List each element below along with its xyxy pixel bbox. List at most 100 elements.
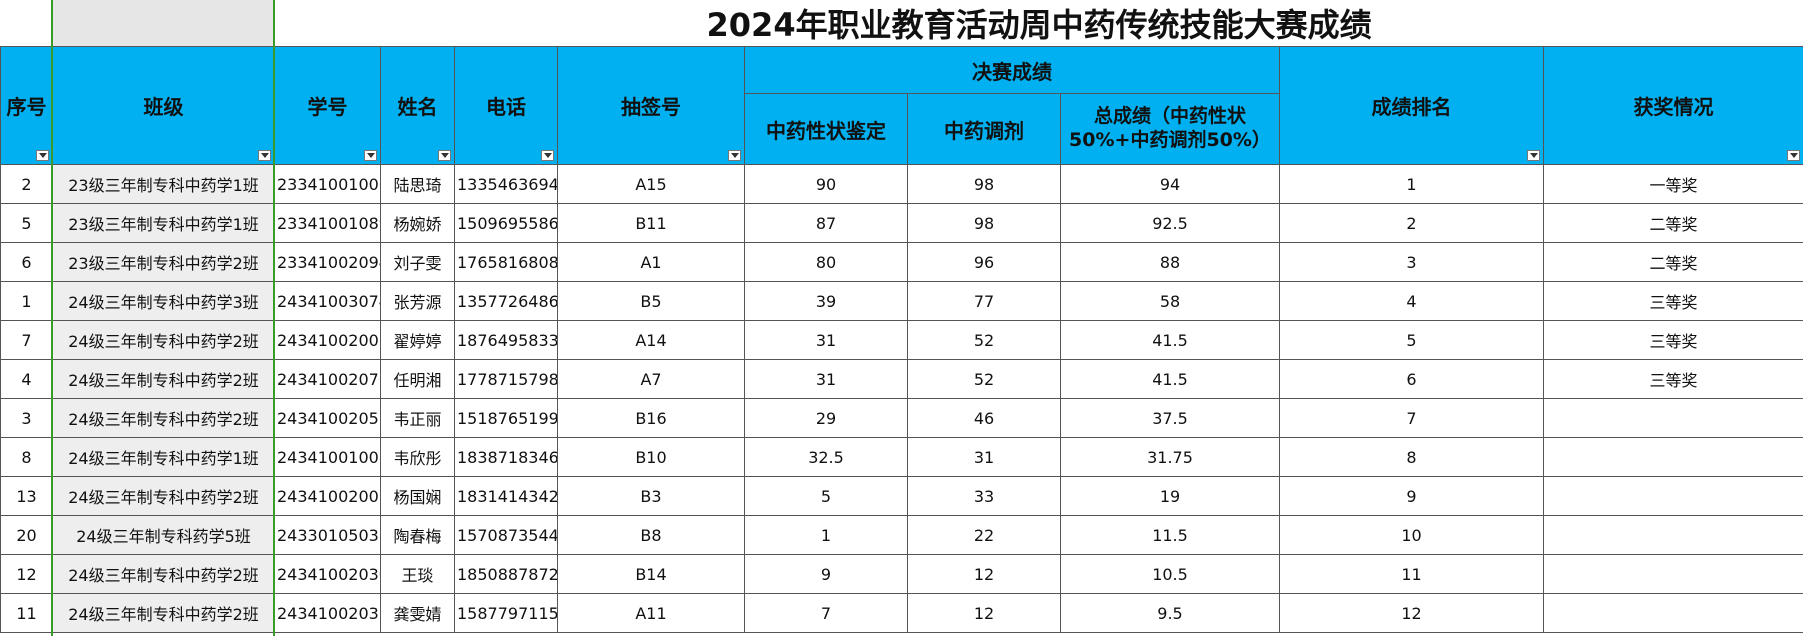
cell[interactable]: 23级三年制专科中药学1班 (52, 164, 275, 204)
cell[interactable]: 7 (744, 593, 908, 633)
cell[interactable]: 5 (744, 476, 908, 516)
cell[interactable]: 韦正丽 (380, 398, 455, 438)
cell[interactable]: 87 (744, 203, 908, 243)
filter-button[interactable] (541, 150, 554, 161)
cell[interactable]: 23341001006 (274, 164, 381, 204)
cell[interactable]: 24341003074 (274, 281, 381, 321)
cell[interactable]: B5 (557, 281, 745, 321)
cell[interactable]: 18314143421 (454, 476, 558, 516)
cell[interactable]: 王琰 (380, 554, 455, 594)
cell[interactable]: 24341002035 (274, 593, 381, 633)
cell[interactable]: 24级三年制专科中药学2班 (52, 320, 275, 360)
cell[interactable]: 8 (1279, 437, 1544, 477)
cell[interactable]: 19 (1060, 476, 1280, 516)
cell[interactable]: 98 (907, 164, 1061, 204)
filter-button[interactable] (1527, 150, 1540, 161)
cell[interactable]: 3 (0, 398, 53, 438)
cell[interactable]: A11 (557, 593, 745, 633)
cell[interactable]: 张芳源 (380, 281, 455, 321)
cell[interactable]: 17658168082 (454, 242, 558, 282)
cell[interactable]: 88 (1060, 242, 1280, 282)
cell[interactable]: 24341002055 (274, 398, 381, 438)
cell[interactable]: 96 (907, 242, 1061, 282)
cell[interactable]: 陶春梅 (380, 515, 455, 555)
cell[interactable]: 24级三年制专科中药学2班 (52, 554, 275, 594)
cell[interactable]: 一等奖 (1542, 164, 1803, 204)
cell[interactable]: 24级三年制专科中药学2班 (52, 359, 275, 399)
cell[interactable]: 23级三年制专科中药学2班 (52, 242, 275, 282)
cell[interactable]: 24341002030 (274, 554, 381, 594)
cell[interactable]: 二等奖 (1542, 203, 1803, 243)
cell[interactable]: 33 (907, 476, 1061, 516)
cell[interactable]: 24级三年制专科中药学2班 (52, 593, 275, 633)
cell[interactable]: 15187651996 (454, 398, 558, 438)
cell[interactable]: 1 (0, 281, 53, 321)
cell[interactable]: 翟婷婷 (380, 320, 455, 360)
cell[interactable]: 23341001089 (274, 203, 381, 243)
cell[interactable]: 9 (1279, 476, 1544, 516)
cell[interactable]: B14 (557, 554, 745, 594)
filter-button[interactable] (36, 150, 49, 161)
cell[interactable]: 24级三年制专科中药学2班 (52, 398, 275, 438)
header-cell[interactable]: 姓名 (380, 46, 455, 165)
cell[interactable]: 18508878727 (454, 554, 558, 594)
cell[interactable]: 31 (744, 320, 908, 360)
cell[interactable]: 58 (1060, 281, 1280, 321)
cell[interactable]: 18387183467 (454, 437, 558, 477)
cell[interactable]: 24级三年制专科药学5班 (52, 515, 275, 555)
filter-button[interactable] (258, 150, 271, 161)
cell[interactable]: 77 (907, 281, 1061, 321)
cell[interactable] (1542, 515, 1803, 555)
cell[interactable]: 8 (0, 437, 53, 477)
cell[interactable]: 5 (1279, 320, 1544, 360)
header-cell[interactable]: 学号 (274, 46, 381, 165)
cell[interactable]: 1 (1279, 164, 1544, 204)
cell[interactable]: 陆思琦 (380, 164, 455, 204)
cell[interactable]: 31 (744, 359, 908, 399)
header-cell[interactable]: 中药调剂 (907, 93, 1061, 165)
cell[interactable]: 90 (744, 164, 908, 204)
cell[interactable]: 18764958334 (454, 320, 558, 360)
cell[interactable]: A15 (557, 164, 745, 204)
cell[interactable]: 17787157982 (454, 359, 558, 399)
cell[interactable]: 12 (1279, 593, 1544, 633)
cell[interactable]: 24341001008 (274, 437, 381, 477)
cell[interactable]: 二等奖 (1542, 242, 1803, 282)
cell[interactable]: 任明湘 (380, 359, 455, 399)
cell[interactable]: 杨婉娇 (380, 203, 455, 243)
filter-button[interactable] (364, 150, 377, 161)
cell[interactable]: 92.5 (1060, 203, 1280, 243)
cell[interactable]: 三等奖 (1542, 281, 1803, 321)
cell[interactable] (1542, 554, 1803, 594)
cell[interactable]: 7 (1279, 398, 1544, 438)
header-cell[interactable]: 中药性状鉴定 (744, 93, 908, 165)
cell[interactable] (1542, 593, 1803, 633)
cell[interactable]: B10 (557, 437, 745, 477)
cell[interactable]: 13577264862 (454, 281, 558, 321)
cell[interactable]: B11 (557, 203, 745, 243)
header-cell[interactable]: 序号 (0, 46, 53, 165)
header-cell[interactable]: 电话 (454, 46, 558, 165)
cell[interactable]: 41.5 (1060, 320, 1280, 360)
cell[interactable]: 杨国娴 (380, 476, 455, 516)
cell[interactable]: A14 (557, 320, 745, 360)
cell[interactable]: 6 (0, 242, 53, 282)
cell[interactable]: 10 (1279, 515, 1544, 555)
cell[interactable]: 刘子雯 (380, 242, 455, 282)
header-cell[interactable]: 总成绩（中药性状50%+中药调剂50%） (1060, 93, 1280, 165)
cell[interactable]: 24341002001 (274, 320, 381, 360)
cell[interactable]: 11 (1279, 554, 1544, 594)
cell[interactable]: 4 (0, 359, 53, 399)
cell[interactable]: 24级三年制专科中药学2班 (52, 476, 275, 516)
cell[interactable]: 4 (1279, 281, 1544, 321)
filter-button[interactable] (1787, 150, 1801, 161)
cell[interactable]: 52 (907, 359, 1061, 399)
cell[interactable]: 2 (1279, 203, 1544, 243)
cell[interactable] (1542, 398, 1803, 438)
cell[interactable]: 9 (744, 554, 908, 594)
cell[interactable]: 94 (1060, 164, 1280, 204)
cell[interactable]: 龚雯婧 (380, 593, 455, 633)
cell[interactable]: B8 (557, 515, 745, 555)
cell[interactable]: 52 (907, 320, 1061, 360)
cell[interactable] (1542, 476, 1803, 516)
